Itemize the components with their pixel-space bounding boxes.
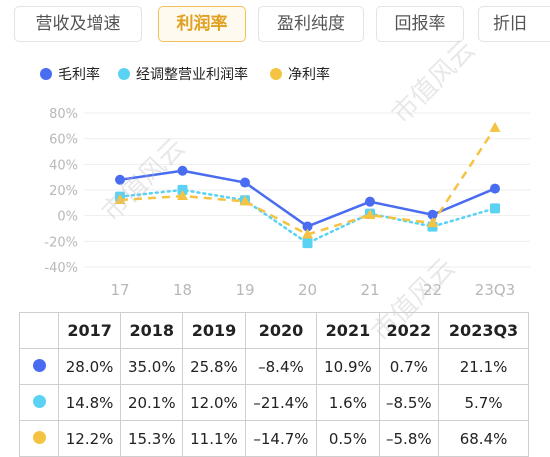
y-tick-label: 60% (49, 133, 78, 148)
table-header-row: 2017 2018 2019 2020 2021 2022 2023Q3 (19, 312, 529, 349)
y-tick-label: 80% (49, 107, 78, 122)
tab-earnings-purity[interactable]: 盈利纯度 (258, 6, 364, 42)
tab-profit-margin[interactable]: 利润率 (158, 6, 246, 42)
table-header-cell: 2018 (120, 312, 184, 349)
table-header-cell: 2019 (182, 312, 246, 349)
table-cell: 20.1% (120, 384, 184, 421)
legend-gross-margin[interactable]: 毛利率 (40, 64, 100, 86)
table-cell: 25.8% (182, 348, 246, 385)
table-cell: 14.8% (57, 384, 122, 421)
data-point (302, 238, 313, 249)
legend-net-margin[interactable]: 净利率 (270, 64, 330, 86)
y-tick-label: 20% (49, 184, 78, 199)
y-tick-label: 40% (49, 158, 78, 173)
row-marker-cell (19, 348, 59, 385)
table-cell: 15.3% (120, 420, 184, 457)
y-tick-label: -40% (44, 261, 78, 276)
legend-adjusted-op-margin[interactable]: 经调整营业利润率 (118, 64, 248, 86)
data-point (239, 195, 251, 206)
row-marker-cell (19, 420, 59, 457)
series-line-0 (119, 169, 496, 228)
table-cell: 68.4% (438, 420, 529, 457)
table-cell: 1.6% (316, 384, 380, 421)
table-cell: 35.0% (120, 348, 184, 385)
table-cell: 0.5% (316, 420, 380, 457)
table-row-gross-margin: 28.0% 35.0% 25.8% –8.4% 10.9% 0.7% 21.1% (19, 348, 529, 385)
data-point (302, 221, 313, 232)
y-tick-label: -20% (44, 235, 78, 250)
data-point (177, 165, 188, 176)
table-cell: 12.2% (57, 420, 122, 457)
tab-depreciation[interactable]: 折旧 (478, 6, 550, 42)
x-tick-label: 23Q3 (475, 281, 515, 299)
data-point (240, 177, 250, 188)
table-cell: –8.4% (244, 348, 318, 385)
table-header-cell: 2022 (378, 312, 440, 349)
table-cell: –5.8% (378, 420, 440, 457)
legend-dot-gross (40, 68, 52, 80)
data-point (490, 203, 500, 214)
legend-dot-net (270, 68, 282, 80)
metric-tabs: 营收及增速 利润率 盈利纯度 回报率 折旧 (0, 0, 550, 50)
table-header-cell: 2023Q3 (438, 312, 529, 349)
table-cell: 0.7% (378, 348, 440, 385)
table-row-net-margin: 12.2% 15.3% 11.1% –14.7% 0.5% –5.8% 68.4… (19, 420, 529, 457)
tab-revenue-growth[interactable]: 营收及增速 (14, 6, 142, 42)
data-point (114, 194, 126, 205)
legend-label-gross: 毛利率 (58, 67, 100, 83)
x-tick-label: 21 (360, 281, 379, 299)
legend-label-net: 净利率 (288, 67, 330, 83)
net-margin-dot-icon (32, 430, 46, 444)
table-header-cell: 2020 (244, 312, 318, 349)
margin-data-table: 2017 2018 2019 2020 2021 2022 2023Q3 28.… (19, 312, 529, 457)
x-tick-label: 19 (235, 281, 254, 299)
series-line-2 (119, 127, 497, 236)
x-tick-label: 18 (173, 281, 192, 299)
row-marker-cell (19, 384, 59, 421)
legend-label-adjusted: 经调整营业利润率 (136, 67, 248, 83)
table-cell: –21.4% (244, 384, 318, 421)
data-point (427, 217, 438, 228)
data-point (302, 228, 313, 239)
table-cell: –14.7% (244, 420, 318, 457)
x-tick-label: 20 (298, 281, 317, 299)
x-tick-label: 22 (423, 281, 442, 299)
margin-line-chart: 80% 60% 40% 20% 0% -20% -40% 17 18 19 20 21 22 23Q3 (44, 107, 530, 299)
tab-return-rate[interactable]: 回报率 (376, 6, 464, 42)
data-point (177, 184, 188, 195)
table-cell: 28.0% (57, 348, 122, 385)
adjusted-margin-dot-icon (32, 394, 46, 408)
data-point (177, 190, 188, 201)
data-point (489, 121, 501, 132)
table-cell: –8.5% (378, 384, 440, 421)
x-tick-label: 17 (110, 281, 129, 299)
table-cell: 10.9% (316, 348, 380, 385)
table-cell: 5.7% (438, 384, 529, 421)
data-point (115, 174, 125, 185)
table-header-cell: 2017 (57, 312, 122, 349)
table-cell: 12.0% (182, 384, 246, 421)
gross-margin-dot-icon (32, 358, 46, 372)
data-point (490, 183, 500, 194)
data-point (365, 196, 375, 207)
data-point (364, 209, 376, 220)
table-cell: 11.1% (182, 420, 246, 457)
data-point (427, 209, 438, 220)
table-header-cell: 2021 (316, 312, 380, 349)
y-tick-label: 0% (57, 210, 78, 225)
table-cell: 21.1% (438, 348, 529, 385)
table-corner-cell (19, 312, 59, 349)
legend-dot-adjusted (118, 68, 130, 80)
table-row-adjusted-op-margin: 14.8% 20.1% 12.0% –21.4% 1.6% –8.5% 5.7% (19, 384, 529, 421)
